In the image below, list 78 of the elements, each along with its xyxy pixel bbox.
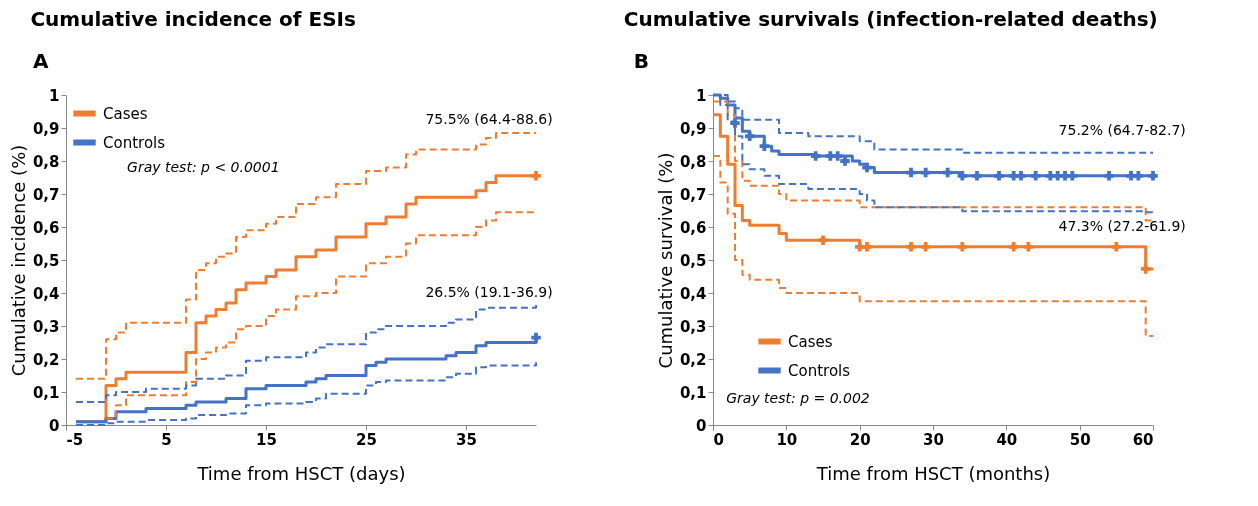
- point: [1148, 171, 1158, 181]
- y-axis-title: Cumulative survival (%): [654, 152, 676, 369]
- x-tick-label: 30: [923, 430, 944, 449]
- y-tick-label: 0,5: [32, 251, 60, 270]
- y-tick-label: 0,6: [32, 218, 60, 237]
- x-tick-label: 0: [713, 430, 724, 449]
- point: [957, 171, 968, 181]
- y-tick-label: 0,3: [32, 317, 60, 336]
- y-tick-label: 0,2: [32, 350, 60, 369]
- annotation: 75.2% (64.7-82.7): [1058, 122, 1186, 139]
- legend-label: Controls: [788, 361, 851, 380]
- point: [1140, 264, 1151, 274]
- x-tick-label: 50: [1069, 430, 1091, 449]
- text: A: [33, 49, 50, 73]
- point: [840, 156, 850, 166]
- legend-label: Cases: [788, 332, 833, 351]
- legend-label: Cases: [103, 104, 148, 123]
- chart-title: Cumulative incidence of ESIs: [30, 7, 356, 31]
- annotation: 75.5% (64.4-88.6): [425, 110, 553, 127]
- y-tick-label: 0,2: [679, 350, 707, 369]
- y-tick-label: 0,7: [32, 185, 60, 204]
- point: [730, 118, 740, 128]
- point: [862, 162, 872, 173]
- point: [1133, 171, 1144, 181]
- point: [818, 235, 828, 245]
- y-tick-label: 0,3: [679, 317, 707, 336]
- point: [810, 151, 821, 161]
- x-tick-label: 35: [456, 430, 477, 449]
- point: [972, 171, 982, 181]
- x-tick-label: -5: [66, 430, 84, 449]
- point: [994, 171, 1004, 181]
- y-axis-title: Cumulative incidence (%): [7, 144, 29, 377]
- y-tick-label: 0,1: [679, 383, 707, 402]
- y-tick-label: 0: [696, 416, 707, 435]
- y-tick-label: 0,9: [679, 119, 707, 138]
- x-tick-label: 40: [996, 430, 1018, 449]
- point: [832, 151, 843, 161]
- x-tick-label: 15: [256, 430, 277, 449]
- y-tick-label: 1: [696, 86, 707, 105]
- point: [1008, 242, 1019, 252]
- annotation: Gray test: p < 0.0001: [127, 158, 280, 175]
- point: [1067, 171, 1078, 181]
- point: [957, 242, 968, 252]
- y-tick-label: 0,4: [32, 284, 60, 303]
- x-tick-label: 10: [776, 430, 798, 449]
- x-tick-label: 20: [849, 430, 871, 449]
- y-tick-label: 0,9: [32, 119, 60, 138]
- x-tick-label: 25: [356, 430, 377, 449]
- annotation: 26.5% (19.1-36.9): [425, 284, 553, 300]
- point: [906, 242, 916, 252]
- y-tick-label: 0,4: [679, 284, 707, 303]
- point: [1016, 171, 1026, 181]
- chart-title: Cumulative survivals (infection-related deaths): [623, 7, 1158, 31]
- x-axis-title: Time from HSCT (months): [815, 462, 1051, 484]
- y-tick-label: 0,1: [32, 383, 60, 402]
- point: [920, 242, 931, 252]
- point: [906, 167, 916, 178]
- legend-label: Controls: [103, 133, 166, 152]
- point: [1104, 171, 1114, 181]
- x-tick-label: 5: [161, 430, 172, 449]
- y-tick-label: 1: [49, 86, 60, 105]
- text: B: [633, 49, 650, 73]
- y-tick-label: 0,7: [679, 185, 707, 204]
- x-axis-title: Time from HSCT (days): [196, 462, 406, 484]
- point: [759, 141, 770, 151]
- annotation: 47.3% (27.2-61.9): [1058, 218, 1186, 234]
- point: [1023, 242, 1034, 252]
- point: [1030, 171, 1041, 181]
- x-tick-label: 60: [1132, 430, 1154, 449]
- annotation: Gray test: p = 0.002: [726, 389, 870, 406]
- y-tick-label: 0: [49, 416, 60, 435]
- y-tick-label: 0,5: [679, 251, 707, 270]
- point: [744, 131, 755, 141]
- y-tick-label: 0,8: [679, 152, 707, 171]
- point: [1111, 242, 1122, 252]
- y-tick-label: 0,6: [679, 218, 707, 237]
- y-tick-label: 0,8: [32, 152, 60, 171]
- point: [862, 242, 872, 252]
